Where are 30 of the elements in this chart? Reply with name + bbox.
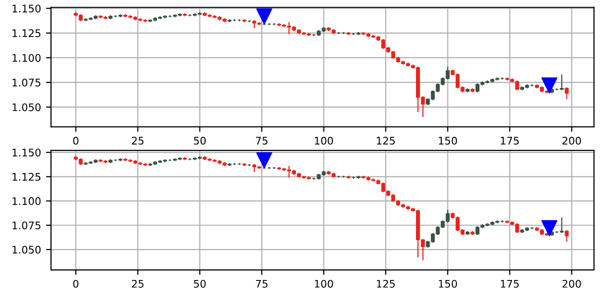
x-tick-label: 25 bbox=[132, 136, 144, 145]
y-tick-label: 1.100 bbox=[12, 54, 41, 62]
x-tick-label: 0 bbox=[73, 280, 78, 288]
x-tick-label: 100 bbox=[314, 136, 333, 145]
x-tick-label: 125 bbox=[376, 280, 395, 288]
y-tick-label: 1.125 bbox=[12, 29, 40, 38]
x-tick-label: 0 bbox=[73, 136, 78, 145]
x-tick-label: 200 bbox=[562, 280, 581, 288]
y-tick-label: 1.050 bbox=[12, 246, 41, 254]
y-tick-label: 1.150 bbox=[12, 148, 41, 156]
y-tick-label: 1.075 bbox=[12, 78, 40, 87]
y-tick-label: 1.075 bbox=[12, 221, 40, 230]
candlestick bbox=[564, 86, 569, 100]
x-tick-label: 75 bbox=[256, 136, 268, 145]
y-tick-label: 1.125 bbox=[12, 172, 40, 181]
x-tick-label: 175 bbox=[500, 280, 519, 288]
y-tick-label: 1.100 bbox=[12, 197, 41, 206]
x-tick-label: 150 bbox=[438, 280, 457, 288]
x-tick-label: 75 bbox=[256, 280, 268, 288]
y-tick-label: 1.150 bbox=[12, 4, 41, 12]
candlestick bbox=[564, 230, 569, 242]
x-tick-label: 200 bbox=[562, 136, 581, 145]
x-tick-label: 25 bbox=[132, 280, 144, 288]
y-tick-label: 1.050 bbox=[12, 103, 41, 112]
x-tick-label: 50 bbox=[194, 136, 206, 145]
x-tick-label: 150 bbox=[438, 136, 457, 145]
x-tick-label: 125 bbox=[376, 136, 395, 145]
x-tick-label: 50 bbox=[194, 280, 206, 288]
x-tick-label: 175 bbox=[500, 136, 519, 145]
x-tick-label: 100 bbox=[314, 280, 333, 288]
